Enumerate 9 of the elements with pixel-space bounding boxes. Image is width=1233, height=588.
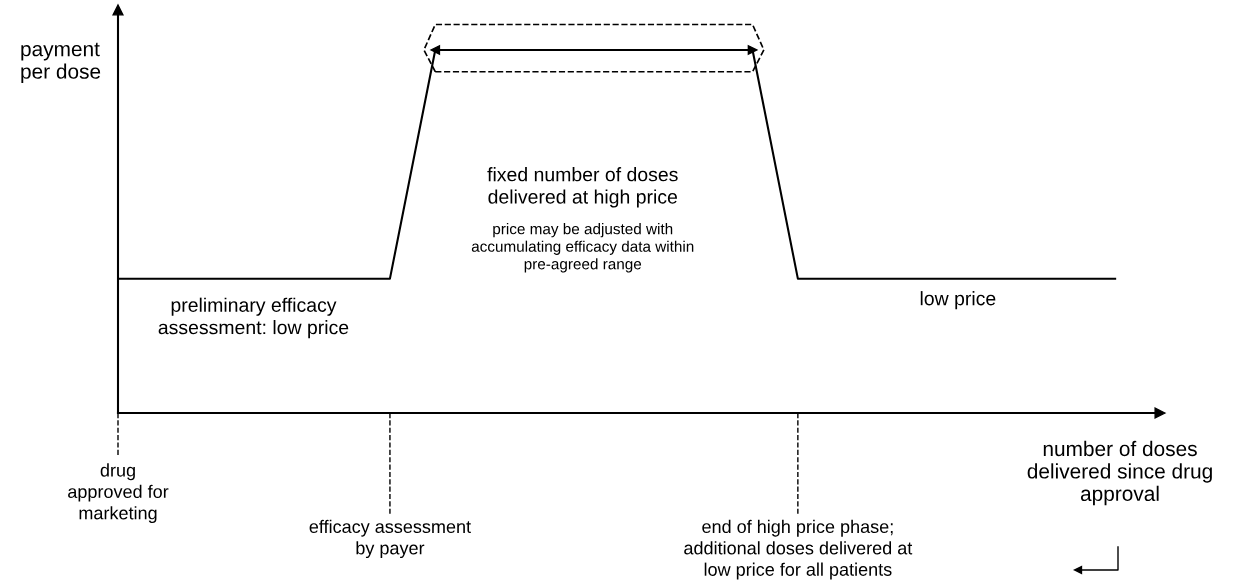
- y-axis-title: payment per dose: [21, 42, 101, 83]
- annotation: fixed number of doses delivered at high price: [487, 167, 678, 208]
- text: efficacy assessment by payer: [309, 519, 471, 559]
- annotation: preliminary efficacy assessment: low price: [158, 297, 349, 339]
- text: drug approved for marketing: [68, 463, 169, 524]
- text: end of high price phase; additional doses delivered at low price for all patients: [684, 519, 913, 580]
- annotation: price may be adjusted with accumulating efficacy data within pre-agreed range: [471, 223, 694, 273]
- annotation: low price: [920, 291, 996, 310]
- x-axis-title: number of doses delivered since drug approval: [1027, 440, 1212, 506]
